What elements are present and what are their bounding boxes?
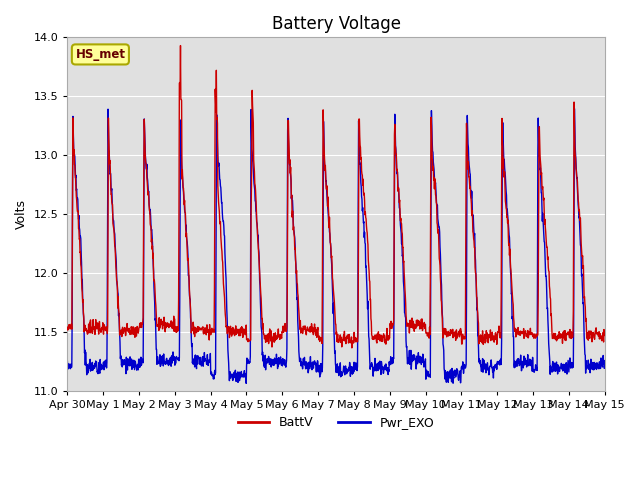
Text: HS_met: HS_met [76,48,125,61]
Title: Battery Voltage: Battery Voltage [271,15,401,33]
Y-axis label: Volts: Volts [15,199,28,229]
Legend: BattV, Pwr_EXO: BattV, Pwr_EXO [232,411,440,434]
